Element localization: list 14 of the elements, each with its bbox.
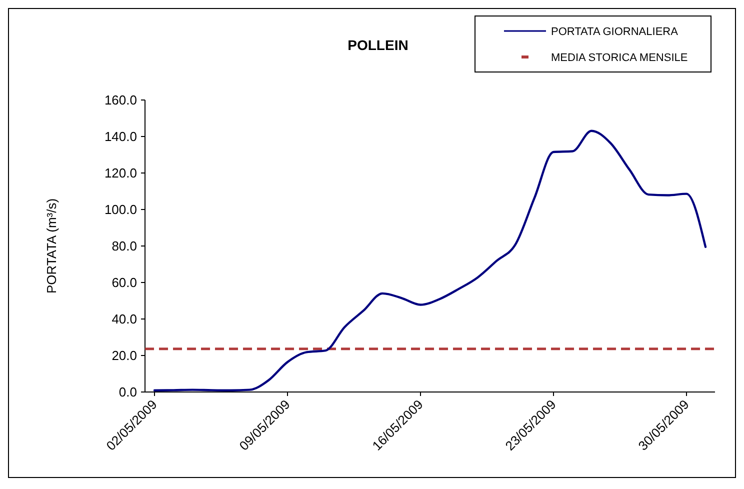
legend-label: MEDIA STORICA MENSILE [551,52,688,64]
y-tick-label: 100.0 [104,202,137,218]
y-tick-label: 140.0 [104,129,137,144]
y-tick-label: 160.0 [104,92,137,108]
y-tick-label: 80.0 [112,238,137,254]
y-tick-label: 120.0 [104,166,137,181]
y-tick-label: 40.0 [112,312,137,327]
chart-title: POLLEIN [348,37,408,53]
y-tick-label: 20.0 [112,348,137,364]
y-axis-title: PORTATA (m³/s) [44,198,59,294]
legend-label: PORTATA GIORNALIERA [551,26,679,38]
y-tick-label: 60.0 [112,275,137,290]
y-tick-label: 0.0 [118,384,137,400]
line-series [153,130,707,392]
